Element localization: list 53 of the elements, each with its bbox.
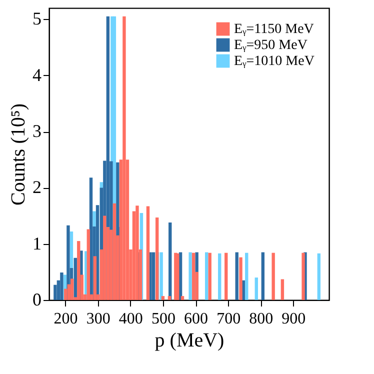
bar bbox=[152, 252, 156, 300]
bar bbox=[218, 253, 222, 300]
bar bbox=[280, 279, 284, 300]
bar bbox=[70, 278, 74, 300]
bar bbox=[254, 278, 258, 300]
x-tick-label: 700 bbox=[216, 310, 241, 328]
bar bbox=[146, 206, 150, 300]
y-tick-label: 3 bbox=[32, 121, 42, 142]
bar bbox=[77, 241, 80, 300]
bar bbox=[168, 296, 172, 300]
y-axis-title: Counts (10⁵) bbox=[8, 104, 30, 206]
bar bbox=[112, 203, 116, 300]
x-axis-title: p (MeV) bbox=[154, 330, 224, 352]
x-tick-label: 900 bbox=[282, 310, 306, 328]
bar bbox=[178, 252, 182, 300]
bar bbox=[86, 229, 90, 300]
x-tick-label: 500 bbox=[151, 310, 176, 328]
x-tick-label: 400 bbox=[118, 310, 143, 328]
bar bbox=[235, 252, 238, 300]
bar bbox=[122, 16, 126, 300]
bar bbox=[161, 296, 165, 300]
bar bbox=[54, 284, 57, 300]
y-tick-label: 1 bbox=[32, 233, 42, 254]
x-tick-label: 300 bbox=[86, 310, 110, 328]
y-tick-label: 4 bbox=[32, 64, 42, 85]
bar bbox=[239, 257, 242, 300]
bar bbox=[192, 252, 196, 300]
legend-label: Eᵧ=1150 MeV bbox=[234, 22, 314, 37]
y-tick-label: 2 bbox=[32, 177, 42, 198]
y-tick-label: 5 bbox=[32, 8, 42, 29]
bar bbox=[272, 252, 275, 300]
bar bbox=[74, 258, 77, 300]
bar bbox=[188, 252, 192, 300]
bar bbox=[103, 216, 106, 300]
bar bbox=[64, 288, 68, 300]
bar bbox=[160, 252, 163, 300]
y-tick-label: 0 bbox=[32, 290, 42, 310]
bar bbox=[180, 296, 184, 300]
bar bbox=[317, 253, 321, 300]
bar bbox=[168, 222, 172, 300]
bar bbox=[93, 256, 97, 300]
bar bbox=[224, 252, 228, 300]
bar bbox=[245, 252, 248, 300]
x-tick-label: 600 bbox=[184, 310, 208, 328]
bar bbox=[204, 252, 208, 300]
x-tick-label: 800 bbox=[249, 310, 274, 328]
x-tick-label: 200 bbox=[54, 310, 78, 328]
legend-label: Eᵧ=950 MeV bbox=[234, 38, 308, 53]
legend-label: Eᵧ=1010 MeV bbox=[234, 54, 314, 69]
bar bbox=[208, 252, 212, 300]
bar bbox=[261, 252, 265, 300]
bar bbox=[60, 272, 64, 300]
bar bbox=[136, 206, 139, 300]
